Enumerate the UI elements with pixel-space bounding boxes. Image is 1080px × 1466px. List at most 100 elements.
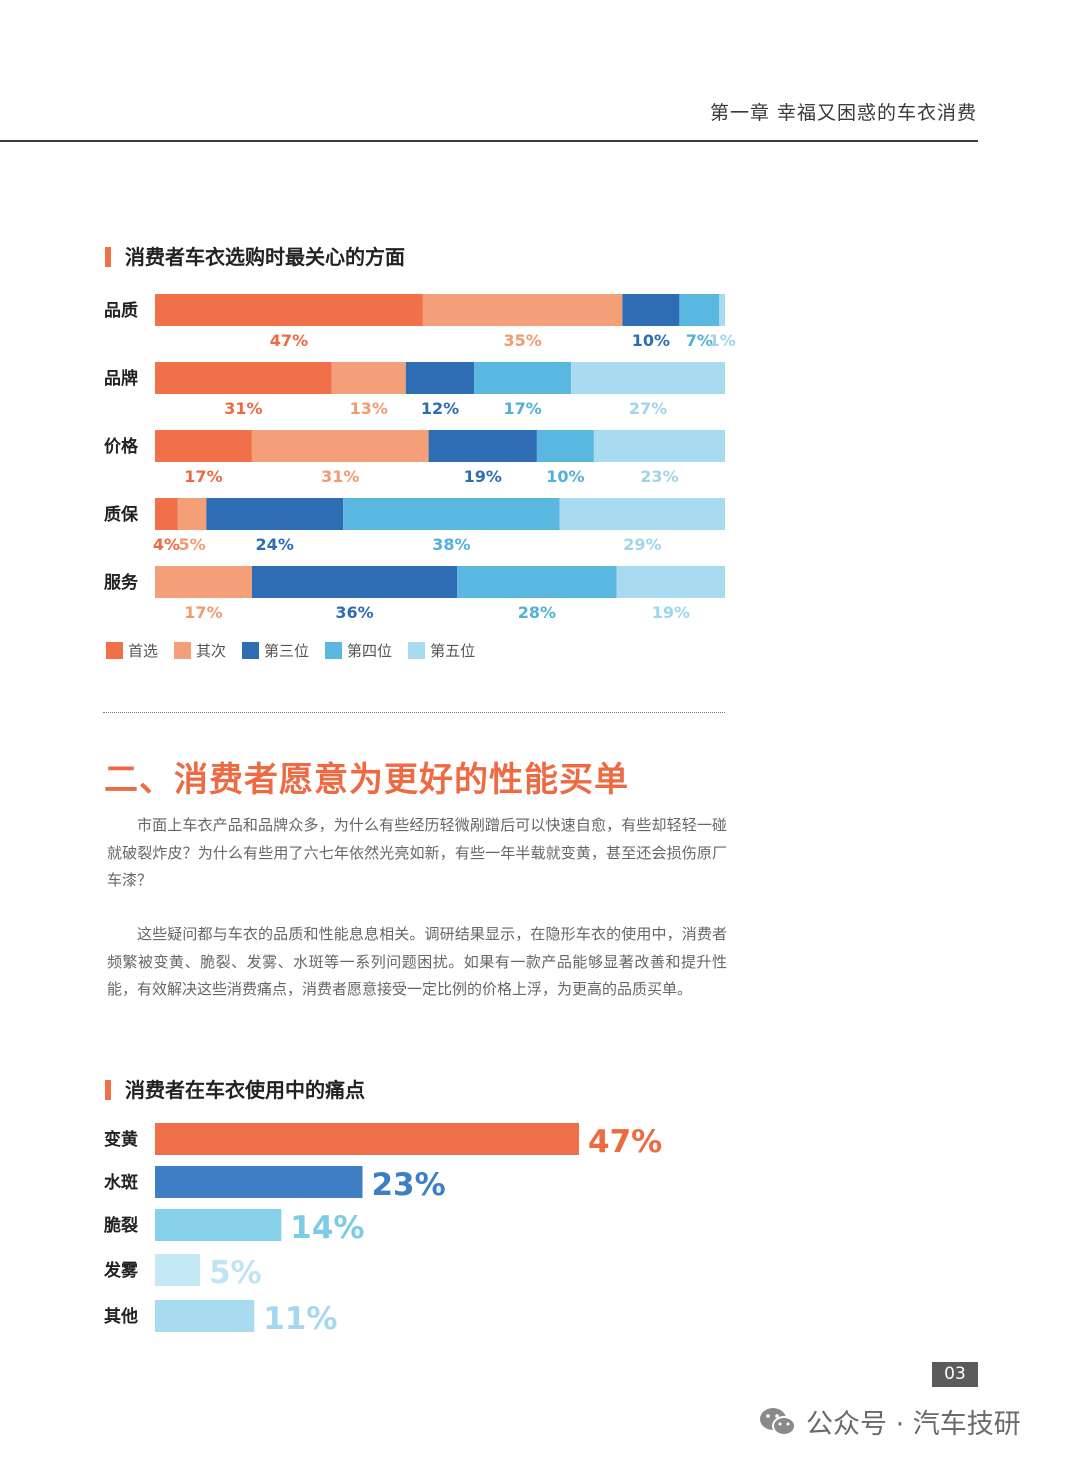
chapter-title: 第一章 幸福又困惑的车衣消费 xyxy=(709,102,977,124)
data-label: 47% xyxy=(270,331,308,350)
paragraph-1: 市面上车衣产品和品牌众多，为什么有些经历轻微剐蹭后可以快速自愈，有些却轻轻一碰就… xyxy=(107,816,727,889)
chart2-title: 消费者在车衣使用中的痛点 xyxy=(105,1074,365,1103)
category-label: 质保 xyxy=(104,504,139,525)
data-label: 47% xyxy=(588,1124,662,1160)
category-label: 其他 xyxy=(104,1306,138,1327)
data-label: 5% xyxy=(178,535,205,554)
legend-swatch xyxy=(242,642,260,659)
category-label: 水斑 xyxy=(104,1172,138,1193)
header-rule xyxy=(0,140,978,142)
data-label: 1% xyxy=(709,331,736,350)
bar-segment xyxy=(206,498,344,530)
chart2-title-text: 消费者在车衣使用中的痛点 xyxy=(125,1078,365,1102)
bar-segment xyxy=(331,362,406,394)
category-label: 价格 xyxy=(104,436,139,457)
bar-segment xyxy=(343,498,560,530)
data-label: 14% xyxy=(290,1210,364,1246)
bar-segment xyxy=(155,294,423,326)
data-label: 31% xyxy=(321,467,359,486)
bar-segment xyxy=(679,294,720,326)
data-label: 28% xyxy=(518,603,556,622)
data-label: 17% xyxy=(184,467,222,486)
bar xyxy=(155,1166,363,1198)
data-label: 12% xyxy=(421,399,459,418)
data-label: 10% xyxy=(632,331,670,350)
legend-swatch xyxy=(408,642,426,659)
chart1-title-text: 消费者车衣选购时最关心的方面 xyxy=(125,245,405,269)
bar xyxy=(155,1123,579,1155)
data-label: 35% xyxy=(504,331,542,350)
data-label: 31% xyxy=(224,399,262,418)
paragraph-2: 这些疑问都与车衣的品质和性能息息相关。调研结果显示，在隐形车衣的使用中，消费者频… xyxy=(107,925,727,998)
bar-segment xyxy=(616,566,725,598)
legend-label: 第四位 xyxy=(347,642,393,660)
title-marker xyxy=(105,1080,111,1100)
wechat-icon xyxy=(760,1407,796,1436)
legend-label: 首选 xyxy=(128,642,159,660)
watermark-text: 公众号 · 汽车技研 xyxy=(806,1409,1021,1440)
data-label: 4% xyxy=(153,535,180,554)
bar-segment xyxy=(155,566,252,598)
legend-label: 第五位 xyxy=(430,642,476,660)
bar-segment xyxy=(428,430,537,462)
section-divider xyxy=(103,712,725,713)
bar-segment xyxy=(405,362,475,394)
bar-segment xyxy=(177,498,207,530)
data-label: 29% xyxy=(623,535,661,554)
bar-segment xyxy=(155,498,178,530)
category-label: 变黄 xyxy=(104,1129,138,1150)
legend-label: 第三位 xyxy=(264,642,310,660)
bar-segment xyxy=(155,430,252,462)
category-label: 脆裂 xyxy=(103,1215,138,1236)
category-label: 品牌 xyxy=(104,368,138,389)
bar-segment xyxy=(622,294,680,326)
data-label: 36% xyxy=(335,603,373,622)
bar xyxy=(155,1254,201,1286)
stacked-bar-chart: 品质 47% 35% 10% 7%1% 品牌 31% 13% 12% 17% 27% 价格 17% 31%… xyxy=(104,294,736,622)
bar-segment xyxy=(155,362,332,394)
legend-item: 其次 xyxy=(174,640,226,661)
bar-segment xyxy=(457,566,617,598)
data-label: 5% xyxy=(209,1255,262,1291)
bar-segment xyxy=(571,362,725,394)
chart1-legend: 首选 其次 第三位 第四位 第五位 xyxy=(106,640,475,661)
legend-swatch xyxy=(106,642,123,659)
pain-points-bar-chart: 变黄 47% 水斑 23% 脆裂 14% 发雾 5% 其他 11% xyxy=(103,1123,662,1337)
page-number: 03 xyxy=(932,1362,978,1387)
category-label: 发雾 xyxy=(103,1260,139,1281)
data-label: 23% xyxy=(371,1167,445,1203)
bar-segment xyxy=(251,566,458,598)
bar xyxy=(155,1209,282,1241)
data-label: 24% xyxy=(256,535,294,554)
data-label: 10% xyxy=(546,467,584,486)
bar-segment xyxy=(251,430,429,462)
bar-segment xyxy=(719,294,725,326)
data-label: 11% xyxy=(263,1301,337,1337)
data-label: 19% xyxy=(464,467,502,486)
data-label: 38% xyxy=(432,535,470,554)
data-label: 17% xyxy=(504,399,542,418)
legend-swatch xyxy=(325,642,343,659)
watermark: 公众号 · 汽车技研 xyxy=(758,1402,1021,1441)
data-label: 19% xyxy=(652,603,690,622)
legend-item: 第五位 xyxy=(408,640,475,661)
bar-segment xyxy=(593,430,725,462)
section-heading: 二、消费者愿意为更好的性能买单 xyxy=(104,760,629,800)
category-label: 服务 xyxy=(104,572,139,593)
category-label: 品质 xyxy=(104,301,138,321)
data-label: 7% xyxy=(686,331,713,350)
bar xyxy=(155,1300,255,1332)
legend-item: 第四位 xyxy=(325,640,392,661)
data-label: 23% xyxy=(640,467,678,486)
bar-segment xyxy=(559,498,725,530)
bar-segment xyxy=(422,294,623,326)
chart1-title: 消费者车衣选购时最关心的方面 xyxy=(105,241,405,270)
data-label: 27% xyxy=(629,399,667,418)
legend-swatch xyxy=(174,642,192,659)
data-label: 17% xyxy=(184,603,222,622)
title-marker xyxy=(105,247,111,267)
legend-label: 其次 xyxy=(196,642,227,660)
legend-item: 首选 xyxy=(106,640,158,661)
bar-segment xyxy=(474,362,572,394)
legend-item: 第三位 xyxy=(242,640,309,661)
